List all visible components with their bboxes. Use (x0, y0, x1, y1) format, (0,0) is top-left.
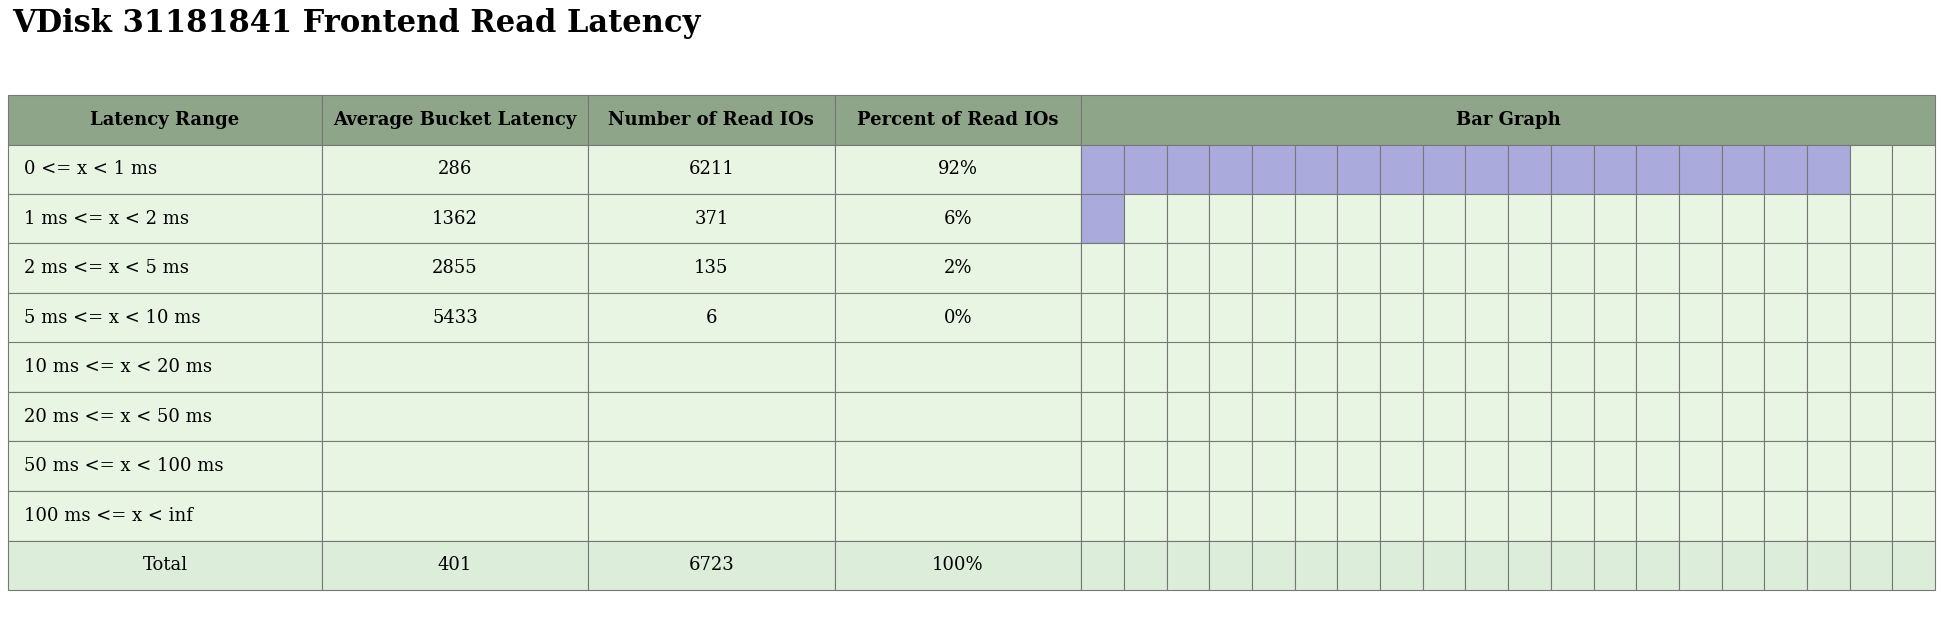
Text: Average Bucket Latency: Average Bucket Latency (334, 110, 577, 129)
Text: 401: 401 (437, 557, 472, 574)
Text: 92%: 92% (938, 160, 977, 178)
Text: 6211: 6211 (688, 160, 734, 178)
Text: Total: Total (142, 557, 188, 574)
Text: 20 ms <= x < 50 ms: 20 ms <= x < 50 ms (23, 408, 212, 426)
Text: Bar Graph: Bar Graph (1455, 110, 1560, 129)
Text: 371: 371 (694, 210, 729, 228)
Text: 100%: 100% (933, 557, 983, 574)
Text: 6: 6 (705, 308, 717, 327)
Text: 135: 135 (694, 259, 729, 277)
Text: VDisk 31181841 Frontend Read Latency: VDisk 31181841 Frontend Read Latency (12, 8, 699, 39)
Text: 5 ms <= x < 10 ms: 5 ms <= x < 10 ms (23, 308, 200, 327)
Text: 5433: 5433 (431, 308, 478, 327)
Text: 50 ms <= x < 100 ms: 50 ms <= x < 100 ms (23, 457, 223, 475)
Text: 1362: 1362 (431, 210, 478, 228)
Text: 2%: 2% (944, 259, 972, 277)
Text: 6%: 6% (944, 210, 972, 228)
Text: 6723: 6723 (688, 557, 734, 574)
Text: 286: 286 (437, 160, 472, 178)
Text: 10 ms <= x < 20 ms: 10 ms <= x < 20 ms (23, 358, 212, 376)
Text: 100 ms <= x < inf: 100 ms <= x < inf (23, 507, 192, 524)
Text: Number of Read IOs: Number of Read IOs (608, 110, 814, 129)
Text: 0 <= x < 1 ms: 0 <= x < 1 ms (23, 160, 157, 178)
Text: Latency Range: Latency Range (91, 110, 239, 129)
Text: 0%: 0% (944, 308, 972, 327)
Text: 1 ms <= x < 2 ms: 1 ms <= x < 2 ms (23, 210, 188, 228)
Text: Percent of Read IOs: Percent of Read IOs (857, 110, 1059, 129)
Text: 2855: 2855 (431, 259, 478, 277)
Text: 2 ms <= x < 5 ms: 2 ms <= x < 5 ms (23, 259, 188, 277)
